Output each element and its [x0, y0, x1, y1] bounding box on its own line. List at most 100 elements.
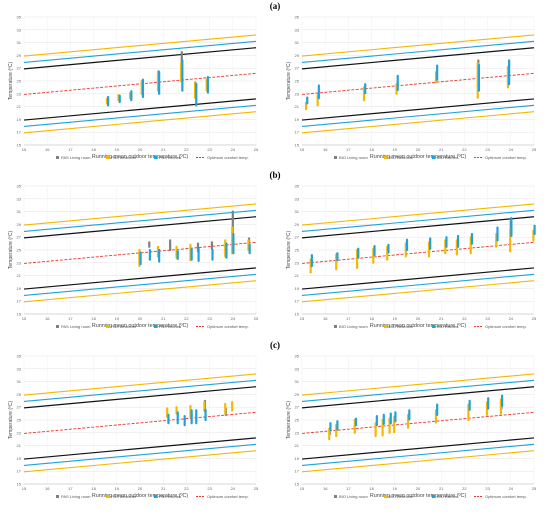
y-tick-label: 31 — [295, 209, 300, 214]
x-tick-label: 17 — [68, 316, 73, 321]
legend-label-optimum: Optimum comfort temp. — [485, 324, 527, 329]
y-tick-label: 31 — [17, 209, 22, 214]
x-tick-label: 17 — [346, 147, 351, 152]
x-tick-label: 25 — [254, 147, 259, 152]
y-tick-label: 35 — [295, 15, 300, 20]
comfort-limit-blue — [23, 379, 257, 402]
legend-label: BIO Bedroom — [389, 324, 414, 329]
legend-label: BIO Kitchen — [437, 324, 458, 329]
x-tick-label: 25 — [532, 486, 537, 491]
comfort-limit-black — [23, 47, 257, 70]
y-tick-label: 33 — [295, 196, 300, 201]
y-tick-label: 29 — [295, 392, 300, 397]
optimum-comfort-line — [301, 411, 535, 434]
x-tick-label: 25 — [254, 486, 259, 491]
x-tick-label: 17 — [68, 147, 73, 152]
y-axis-title: Temperature (ºC) — [286, 231, 292, 270]
chart-panel-b-right: 15 17 19 21 23 25 27 29 31 33 35 15 16 17 18 19 20 21 22 23… — [284, 182, 544, 334]
y-tick-label: 15 — [295, 482, 300, 487]
y-tick-label: 17 — [295, 130, 300, 135]
x-tick-label: 16 — [45, 147, 50, 152]
y-tick-label: 19 — [17, 456, 22, 461]
legend-label: PAS Kitchen — [159, 155, 181, 160]
y-tick-label: 29 — [17, 53, 22, 58]
legend-marker — [154, 325, 157, 328]
y-tick-label: 21 — [295, 443, 300, 448]
x-tick-label: 18 — [369, 147, 374, 152]
x-tick-label: 20 — [416, 316, 421, 321]
legend-label-optimum: Optimum comfort temp. — [207, 494, 249, 499]
comfort-limit-yellow — [301, 450, 535, 473]
x-tick-label: 22 — [184, 316, 189, 321]
x-tick-label: 19 — [115, 147, 120, 152]
x-tick-label: 15 — [300, 147, 305, 152]
y-tick-label: 19 — [295, 286, 300, 291]
legend-marker — [384, 495, 387, 498]
y-tick-label: 21 — [17, 443, 22, 448]
x-tick-label: 22 — [184, 486, 189, 491]
comfort-limit-black — [23, 386, 257, 409]
optimum-comfort-line — [23, 72, 257, 95]
x-tick-label: 23 — [485, 316, 490, 321]
x-tick-label: 22 — [462, 147, 467, 152]
y-tick-label: 29 — [17, 392, 22, 397]
y-tick-label: 27 — [295, 66, 300, 71]
legend-label: PAS Living room — [61, 494, 91, 499]
y-tick-label: 19 — [295, 456, 300, 461]
legend-marker — [432, 325, 435, 328]
y-tick-label: 21 — [295, 104, 300, 109]
y-tick-label: 23 — [295, 260, 300, 265]
y-tick-label: 25 — [17, 248, 22, 253]
x-axis-title: Running mean outdoor temperature (ºC) — [92, 154, 189, 160]
y-tick-label: 21 — [17, 104, 22, 109]
y-tick-label: 15 — [17, 312, 22, 317]
y-tick-label: 19 — [17, 117, 22, 122]
comfort-limit-blue — [301, 273, 535, 296]
y-axis-title: Temperature (ºC) — [8, 62, 14, 101]
legend-label: PAS Kitchen — [159, 494, 181, 499]
comfort-limit-black — [23, 437, 257, 460]
legend-label: PAS Kitchen — [159, 324, 181, 329]
x-tick-label: 16 — [323, 316, 328, 321]
comfort-limit-black — [23, 98, 257, 121]
chart-svg: 15 17 19 21 23 25 27 29 31 33 35 15 16 17 18 19 20 21 22 23… — [8, 184, 259, 330]
y-tick-label: 31 — [17, 40, 22, 45]
comfort-limit-black — [301, 437, 535, 460]
y-tick-label: 33 — [295, 366, 300, 371]
comfort-limit-yellow — [23, 450, 257, 473]
x-tick-label: 15 — [22, 147, 27, 152]
comfort-limit-blue — [301, 443, 535, 466]
y-tick-label: 33 — [17, 196, 22, 201]
legend-marker — [432, 495, 435, 498]
y-tick-label: 17 — [295, 469, 300, 474]
y-tick-label: 21 — [17, 273, 22, 278]
x-tick-label: 18 — [91, 486, 96, 491]
y-tick-label: 17 — [17, 469, 22, 474]
y-tick-label: 25 — [295, 248, 300, 253]
x-tick-label: 16 — [323, 147, 328, 152]
y-tick-label: 31 — [295, 379, 300, 384]
x-tick-label: 25 — [254, 316, 259, 321]
x-tick-label: 25 — [532, 147, 537, 152]
y-tick-label: 15 — [295, 312, 300, 317]
comfort-limit-yellow — [301, 203, 535, 226]
comfort-limit-black — [301, 98, 535, 121]
legend-marker — [154, 156, 157, 159]
comfort-limit-black — [301, 216, 535, 239]
legend-label: PAS Bedroom — [111, 324, 137, 329]
y-tick-label: 27 — [17, 66, 22, 71]
legend-marker — [56, 495, 59, 498]
x-tick-label: 17 — [68, 486, 73, 491]
x-tick-label: 19 — [115, 486, 120, 491]
legend-label: BIO Bedroom — [389, 494, 414, 499]
x-axis-title: Running mean outdoor temperature (ºC) — [370, 323, 467, 329]
x-tick-label: 20 — [138, 147, 143, 152]
x-tick-label: 19 — [115, 316, 120, 321]
legend-label: PAS Bedroom — [111, 155, 137, 160]
y-tick-label: 35 — [295, 184, 300, 189]
x-tick-label: 24 — [509, 486, 514, 491]
y-tick-label: 27 — [295, 235, 300, 240]
x-tick-label: 21 — [161, 147, 166, 152]
chart-svg: 15 17 19 21 23 25 27 29 31 33 35 15 16 17 18 19 20 21 22 23… — [8, 354, 259, 500]
comfort-limit-black — [301, 267, 535, 290]
